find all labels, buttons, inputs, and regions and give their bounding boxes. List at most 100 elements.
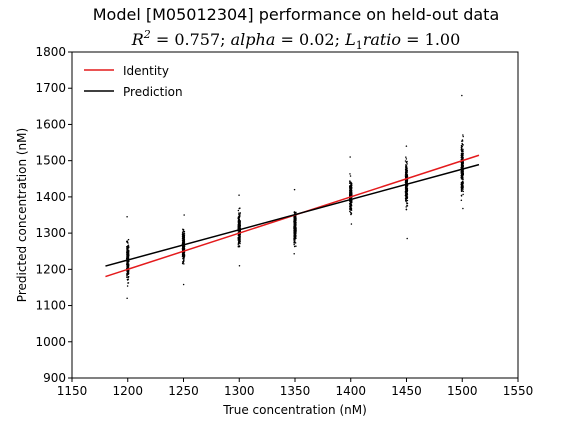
scatter-point: [182, 235, 184, 237]
scatter-point: [349, 182, 351, 185]
scatter-point: [126, 245, 128, 248]
scatter-point: [127, 261, 129, 264]
scatter-point: [405, 191, 407, 193]
scatter-point: [183, 245, 186, 247]
scatter-point: [405, 198, 407, 200]
scatter-point: [182, 228, 184, 231]
scatter-point: [183, 240, 185, 242]
scatter-point: [461, 139, 464, 141]
scatter-point: [461, 145, 464, 148]
scatter-point: [293, 233, 296, 236]
scatter-point: [237, 236, 240, 239]
scatter-point: [183, 230, 186, 233]
scatter-point: [127, 267, 129, 269]
scatter-point: [462, 144, 464, 146]
scatter-point: [182, 283, 185, 286]
scatter-point: [461, 94, 463, 97]
scatter-point: [183, 239, 186, 241]
scatter-point: [405, 200, 407, 203]
scatter-point: [461, 185, 463, 188]
y-tick-label: 900: [43, 371, 66, 385]
scatter-point: [462, 149, 464, 151]
scatter-point: [293, 188, 296, 191]
legend-label-identity: Identity: [123, 64, 169, 78]
scatter-point: [126, 250, 129, 253]
scatter-point: [406, 199, 409, 202]
scatter-point: [404, 194, 407, 197]
scatter-point: [238, 212, 240, 214]
scatter-point: [405, 189, 408, 192]
scatter-point: [238, 214, 240, 216]
scatter-point: [295, 229, 297, 231]
scatter-point: [406, 196, 409, 198]
y-tick-label: 1800: [35, 45, 66, 59]
x-tick-label: 1150: [57, 384, 88, 398]
scatter-point: [183, 232, 186, 235]
scatter-point: [349, 173, 351, 175]
scatter-point: [126, 276, 128, 278]
scatter-point: [460, 140, 463, 142]
scatter-point: [349, 190, 351, 193]
x-axis-label: True concentration (nM): [222, 403, 367, 417]
scatter-point: [350, 206, 352, 208]
scatter-point: [349, 202, 351, 205]
scatter-point: [182, 232, 184, 234]
scatter-point: [294, 237, 296, 240]
axes-ticks: 1150 1200 1250 1300 1350 1400 1450 1500 1550 900 1…: [35, 45, 533, 398]
scatter-point: [183, 214, 185, 216]
scatter-group-1500: [460, 94, 464, 210]
scatter-group-1350: [293, 188, 297, 255]
scatter-point: [349, 184, 351, 187]
scatter-point: [293, 245, 296, 248]
scatter-point: [294, 238, 296, 241]
x-tick-label: 1350: [280, 384, 311, 398]
scatter-point: [405, 158, 408, 160]
scatter-point: [126, 248, 129, 251]
scatter-point: [460, 174, 463, 177]
scatter-point: [181, 233, 184, 236]
x-tick-label: 1200: [112, 384, 143, 398]
y-tick-label: 1500: [35, 154, 66, 168]
scatter-point: [406, 163, 408, 165]
scatter-point: [182, 247, 184, 250]
scatter-point: [183, 255, 186, 257]
scatter-point: [127, 263, 130, 265]
scatter-point: [127, 265, 130, 267]
scatter-point: [462, 134, 464, 136]
scatter-point: [295, 217, 297, 220]
scatter-point: [350, 213, 352, 216]
scatter-point: [295, 245, 297, 247]
scatter-point: [406, 180, 408, 182]
scatter-point: [237, 234, 240, 236]
scatter-point: [126, 257, 128, 260]
subtitle-ratio-value: = 1.00: [401, 30, 460, 49]
scatter-point: [404, 193, 407, 195]
scatter-point: [406, 192, 408, 195]
scatter-point: [405, 170, 407, 173]
x-tick-label: 1500: [447, 384, 478, 398]
scatter-point: [405, 168, 407, 170]
scatter-point: [183, 263, 185, 265]
scatter-point: [127, 250, 130, 252]
scatter-point: [406, 202, 409, 205]
scatter-point: [460, 149, 463, 151]
scatter-point: [461, 175, 463, 178]
scatter-point: [239, 242, 241, 245]
scatter-point: [126, 297, 128, 300]
scatter-point: [182, 245, 184, 248]
scatter-point: [182, 261, 184, 264]
scatter-point: [461, 177, 463, 179]
scatter-point: [126, 270, 128, 273]
chart-title: Model [M05012304] performance on held-ou…: [93, 5, 500, 24]
scatter-point: [293, 224, 296, 226]
scatter-group-1200: [126, 216, 130, 300]
scatter-point: [349, 210, 351, 213]
y-tick-label: 1400: [35, 190, 66, 204]
scatter-point: [462, 164, 464, 166]
scatter-point: [405, 181, 408, 183]
plot-area: [105, 94, 480, 300]
scatter-point: [126, 216, 128, 218]
scatter-point: [237, 237, 240, 240]
scatter-point: [239, 207, 241, 209]
scatter-point: [127, 238, 130, 241]
